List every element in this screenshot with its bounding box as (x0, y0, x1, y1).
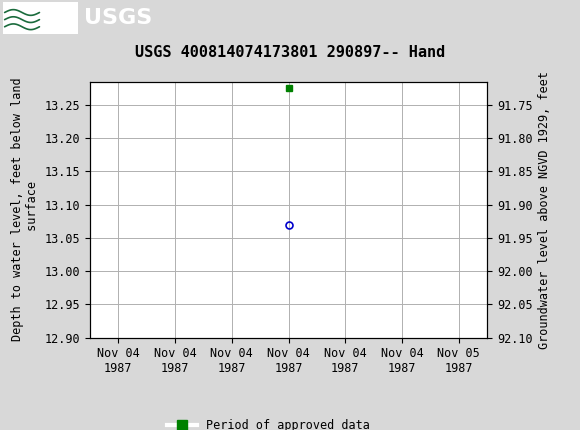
Y-axis label: Depth to water level, feet below land
 surface: Depth to water level, feet below land su… (11, 78, 39, 341)
Text: USGS: USGS (84, 8, 153, 28)
Legend: Period of approved data: Period of approved data (162, 414, 375, 430)
Text: USGS 400814074173801 290897-- Hand: USGS 400814074173801 290897-- Hand (135, 45, 445, 60)
Y-axis label: Groundwater level above NGVD 1929, feet: Groundwater level above NGVD 1929, feet (538, 71, 551, 349)
